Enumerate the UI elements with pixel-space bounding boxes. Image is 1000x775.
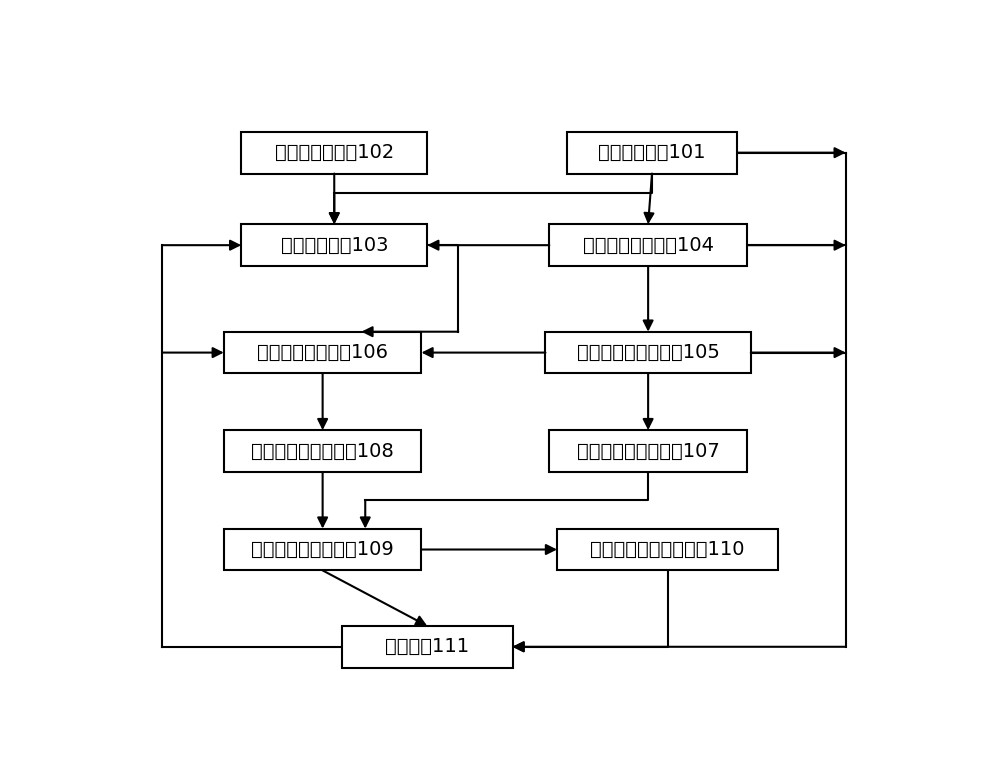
Text: 数据采集模块101: 数据采集模块101 [598, 143, 706, 162]
Text: 电磁暂态计算模块104: 电磁暂态计算模块104 [583, 236, 714, 255]
Text: 显示模块111: 显示模块111 [385, 637, 469, 656]
FancyBboxPatch shape [545, 332, 751, 374]
FancyBboxPatch shape [549, 224, 747, 266]
Text: 绝缘子闪络判断模块105: 绝缘子闪络判断模块105 [577, 343, 720, 362]
FancyBboxPatch shape [342, 626, 512, 668]
Text: 绕击跳闸率计算模块108: 绕击跳闸率计算模块108 [251, 442, 394, 460]
Text: 间隙击穿判断模块106: 间隙击穿判断模块106 [257, 343, 388, 362]
Text: 综合跳闸率计算模块109: 综合跳闸率计算模块109 [251, 540, 394, 559]
FancyBboxPatch shape [224, 529, 421, 570]
Text: 反击跳闸率计算模块107: 反击跳闸率计算模块107 [577, 442, 720, 460]
FancyBboxPatch shape [224, 430, 421, 472]
FancyBboxPatch shape [549, 430, 747, 472]
Text: 模型生成模块103: 模型生成模块103 [280, 236, 388, 255]
FancyBboxPatch shape [557, 529, 778, 570]
Text: 基础数据库模块102: 基础数据库模块102 [275, 143, 394, 162]
FancyBboxPatch shape [567, 132, 737, 174]
FancyBboxPatch shape [224, 332, 421, 374]
FancyBboxPatch shape [241, 132, 427, 174]
FancyBboxPatch shape [241, 224, 427, 266]
Text: 防雷性能改造建议模块110: 防雷性能改造建议模块110 [590, 540, 745, 559]
